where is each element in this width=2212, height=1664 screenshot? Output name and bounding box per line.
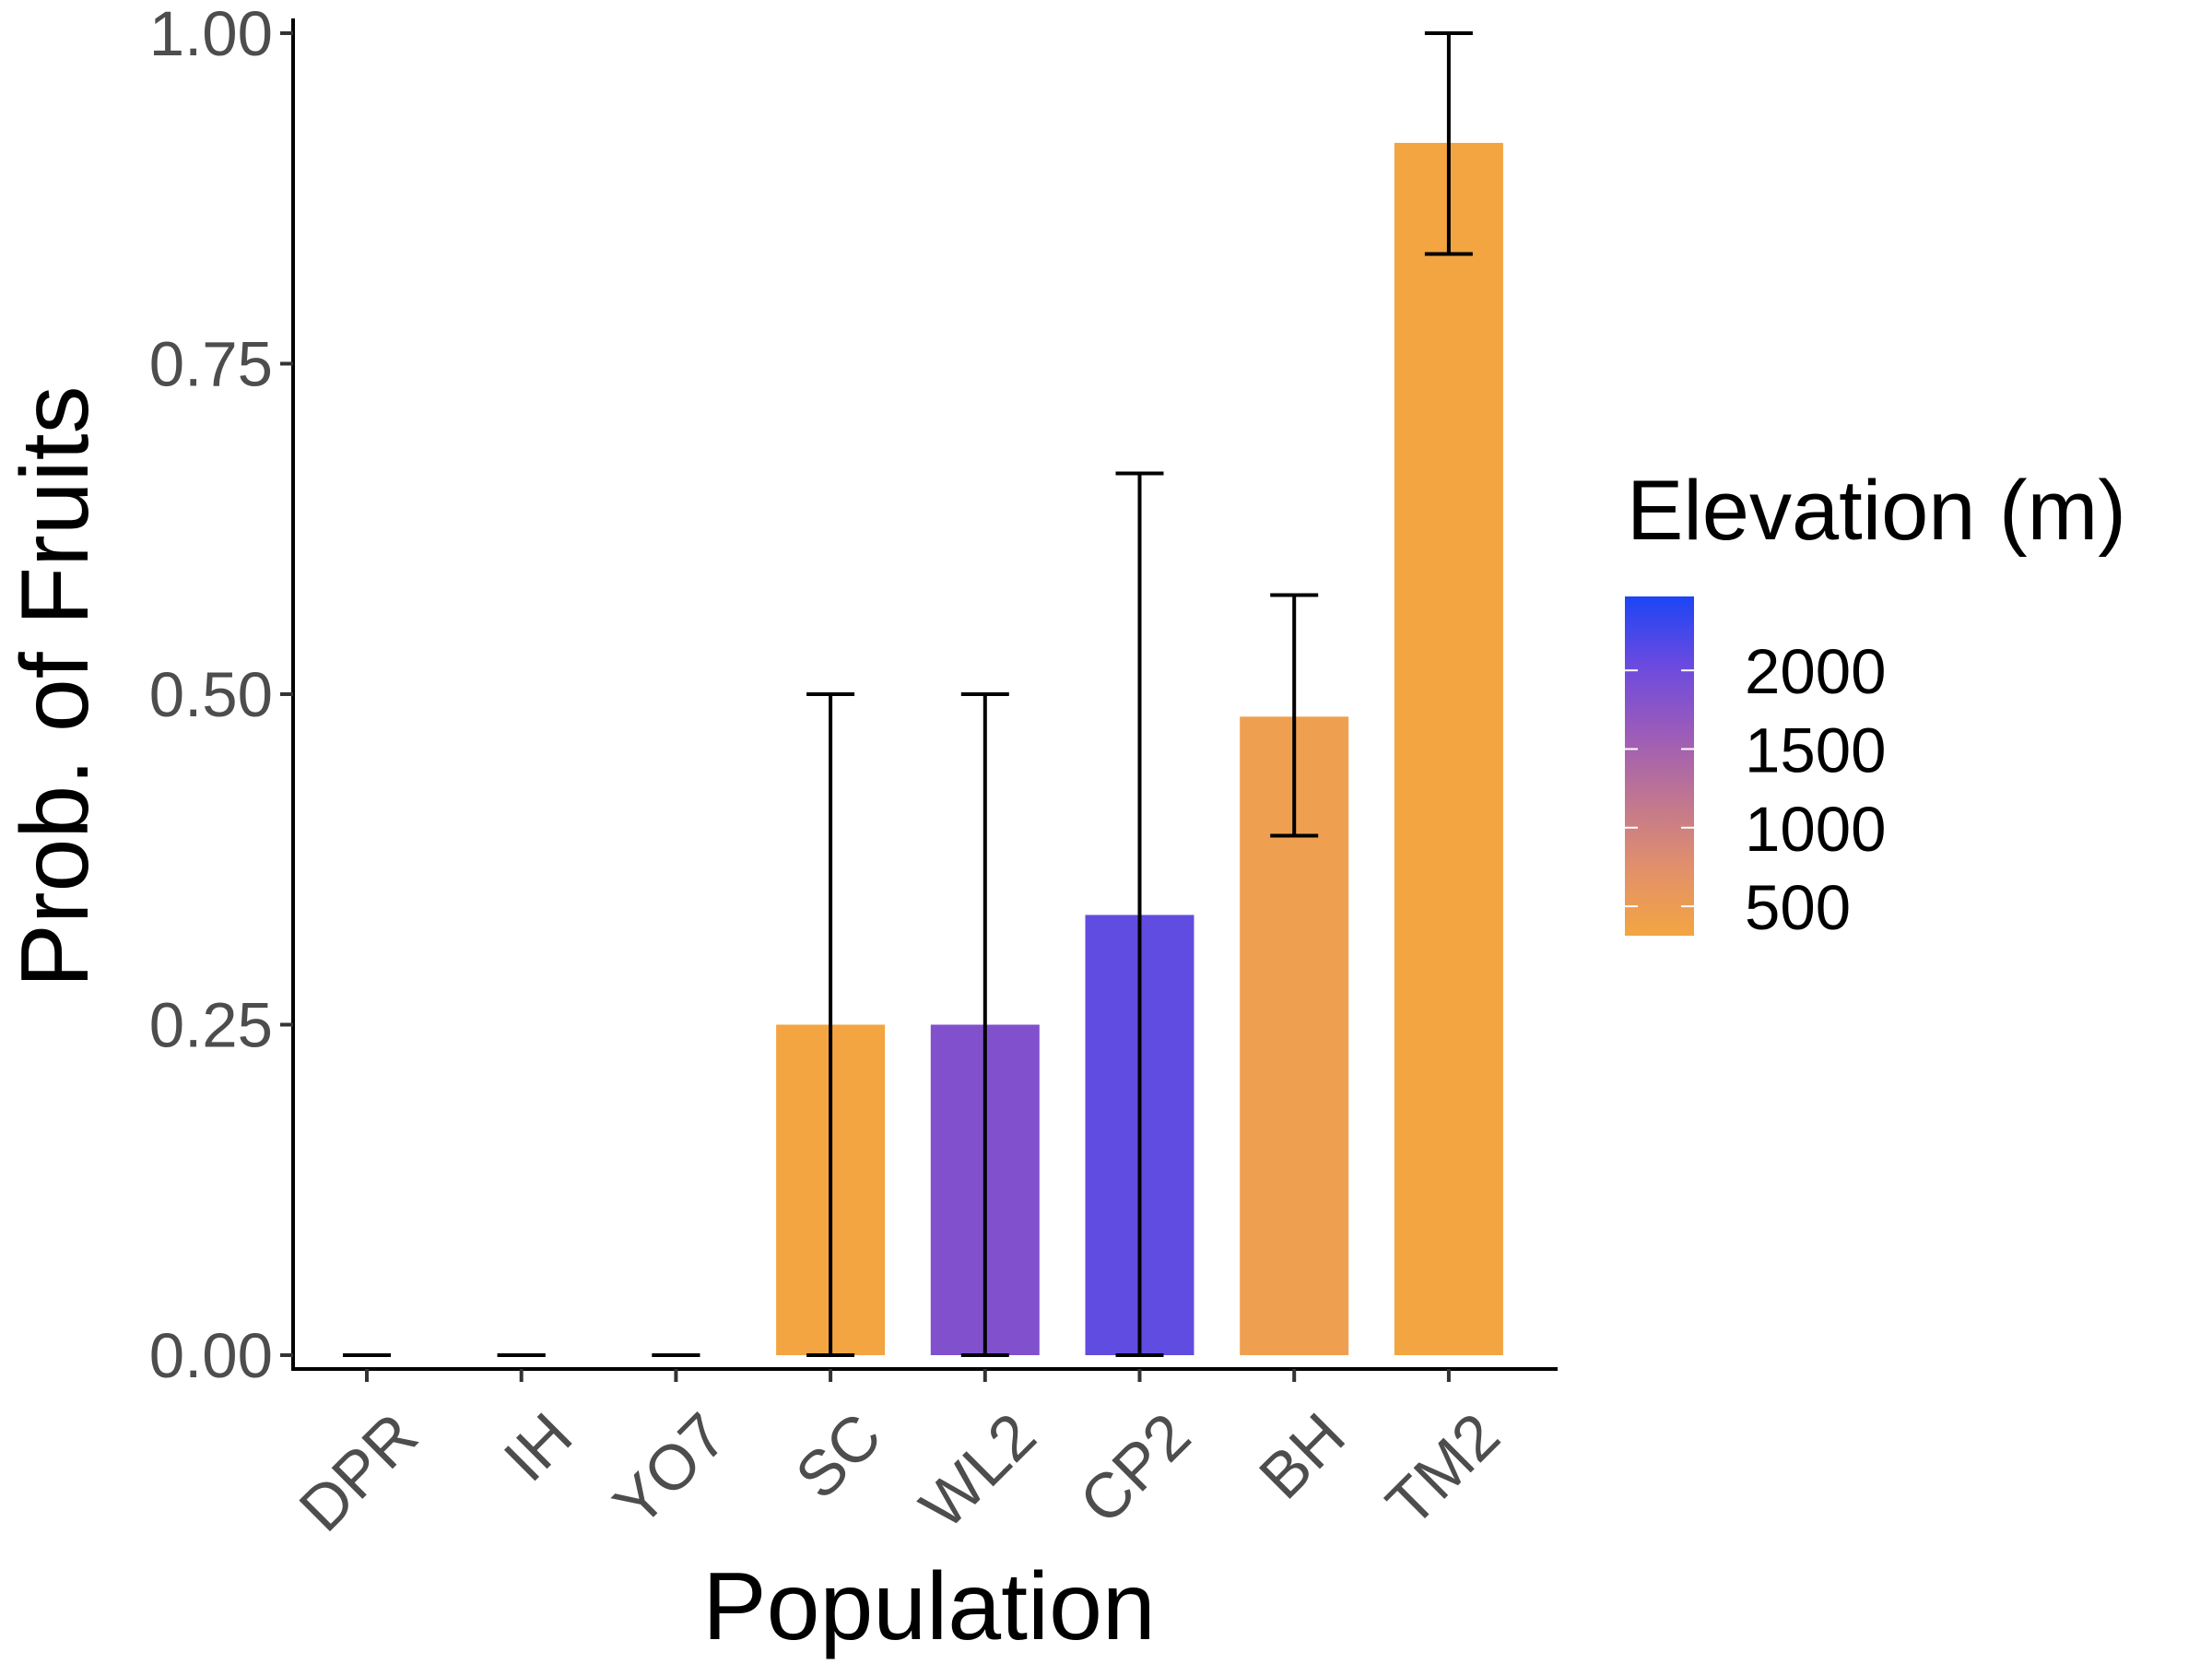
x-axis-title: Population [702,1553,1156,1659]
y-tick-label: 1.00 [149,0,273,69]
axes [291,18,1558,1371]
legend-tick-label: 2000 [1745,636,1887,707]
x-tick-label-tm2: TM2 [1373,1399,1513,1540]
error-bar-wl2 [960,692,1009,1357]
x-tick-label-cp2: CP2 [1066,1399,1204,1537]
legend-colorbar [1625,596,1694,936]
y-tick-label: 0.75 [149,329,273,400]
legend-tick-label: 1000 [1745,794,1887,865]
legend-title: Elevation (m) [1627,464,2126,558]
error-bar-bh [1270,593,1319,838]
legend-tick-label: 1500 [1745,714,1887,785]
x-tick-label-sc: SC [782,1399,895,1512]
x-tick-label-yo7: YO7 [600,1399,740,1540]
error-bar-tm2 [1424,31,1473,256]
y-tick-label: 0.25 [149,990,273,1061]
error-bars [343,31,1473,1357]
error-bar-cp2 [1115,471,1164,1357]
x-tick-label-wl2: WL2 [907,1399,1050,1542]
x-tick-label-ih: IH [490,1399,585,1494]
x-tick-label-bh: BH [1246,1399,1359,1512]
error-bar-sc [806,692,855,1357]
legend-tick-label: 500 [1745,872,1851,943]
x-tick-label-dpr: DPR [286,1399,430,1544]
y-tick-label: 0.00 [149,1320,273,1391]
y-tick-label: 0.50 [149,659,273,730]
bar-tm2 [1394,143,1503,1356]
y-axis-title: Prob. of Fruits [2,385,109,987]
